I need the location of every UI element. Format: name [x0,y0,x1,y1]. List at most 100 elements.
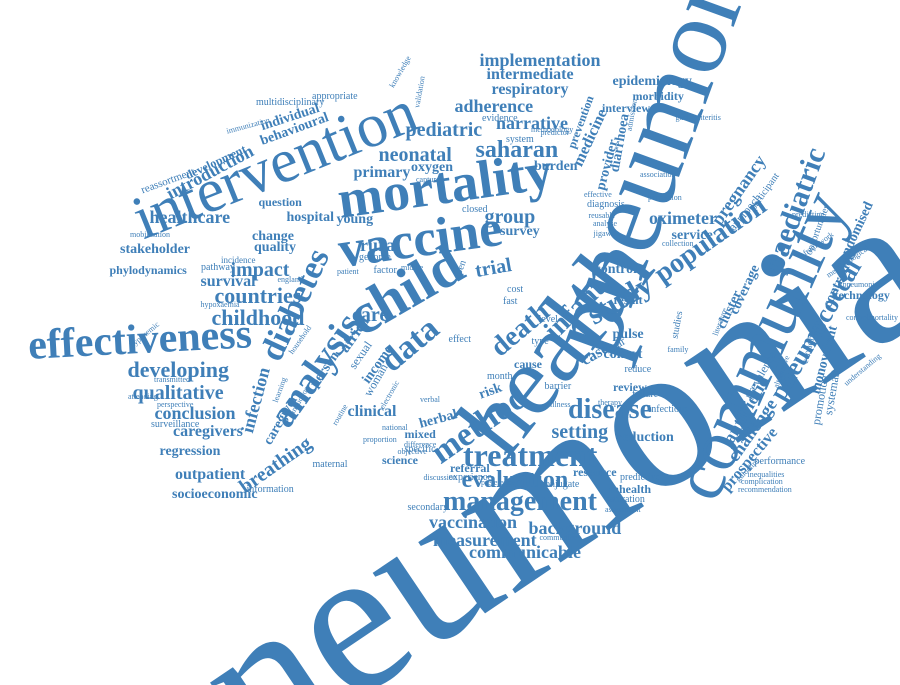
word-countries: countries [214,283,302,308]
word-change: change [252,229,294,244]
word-association: association [640,170,676,179]
word-controlmortality: controlmortality [846,313,898,322]
word-pediatric: pediatric [405,119,483,141]
word-treatment: treatment [463,437,598,473]
word-socioeconomic: socioeconomic [172,487,258,502]
word-neonatal: neonatal [378,144,452,166]
word-regression: regression [159,444,221,459]
word-month: month [487,371,513,382]
word-technology: technology [834,288,890,302]
word-control: control [594,262,638,277]
word-analyse: analyse [593,219,617,228]
word-communicable: communicable [469,542,581,562]
word-level: level [538,314,558,325]
word-implementation: implementation [479,50,601,70]
word-cause: cause [514,357,542,371]
word-effective: effective [584,190,612,199]
word-therapy: therapy [598,398,622,407]
word-perspective: perspective [157,400,194,409]
word-rural: rural [360,235,400,255]
word-disease: disease [568,394,652,425]
word-healthcare: healthcare [149,207,231,227]
word-validation: validation [412,75,427,109]
word-result: result [613,293,643,307]
word-cohort: cohort [603,347,643,362]
word-factor: factor [373,265,397,276]
word-respiratory: respiratory [491,81,569,98]
word-difference: difference [404,440,437,449]
word-appropriate: appropriate [312,91,358,102]
word-evidence: evidence [482,113,518,124]
word-epidemiology: epidemiology [612,74,692,89]
word-saturation: saturation [605,494,645,505]
word-reduce: reduce [624,364,652,375]
word-inequalities: inequalities [747,470,785,479]
word-predictive: predictive [620,472,660,483]
word-service: service [671,228,713,243]
word-conclusion: conclusion [154,403,236,423]
word-oxygen: oxygen [411,160,453,175]
word-system: system [506,134,534,145]
word-assessment: assessment [605,505,641,514]
word-review: review [613,380,647,394]
word-oximeter: oximeter [649,208,717,228]
word-mhealth: mhealth [609,482,651,496]
word-caregivers: caregivers [173,423,243,440]
word-cost: cost [507,284,524,295]
word-collection: collection [662,239,694,248]
word-performance: performance [754,456,806,467]
word-outpatient: outpatient [175,466,246,483]
word-quality: quality [254,240,297,255]
word-information: information [246,484,294,495]
word-failure: failure [632,389,659,400]
word-trial: trial [472,253,513,283]
word-maternal: maternal [312,459,348,470]
word-childhood: childhood [211,305,305,330]
word-discussion: discussion [423,473,457,482]
word-group: group [484,206,536,228]
word-vaccination: vaccination [429,512,517,532]
word-attending: attending [128,392,158,401]
word-predictor: predictor [540,128,570,137]
word-methodology: methodology [531,125,574,134]
word-jigawa: jigawa [593,229,615,238]
word-national: national [382,423,408,432]
word-stakeholder: stakeholder [120,242,190,257]
word-experience: experience [448,472,492,483]
word-burden: burden [534,159,578,174]
word-patient: patient [337,267,359,276]
word-objective: objective [397,447,427,456]
word-setting: setting [551,421,609,443]
word-survey: survey [500,224,540,239]
word-developing: developing [127,357,229,382]
word-perception: perception [648,193,682,202]
word-illness: illness [550,400,571,409]
word-qualitative: qualitative [132,382,224,404]
word-specific: specific [404,444,436,455]
word-phylodynamics: phylodynamics [109,263,187,277]
word-resource: resource [573,465,617,479]
word-referral: referral [450,461,490,475]
word-mobilisation: mobilisation [130,230,170,239]
word-routine: routine [329,402,349,427]
word-background: background [528,518,622,538]
word-reduction: reduction [616,430,674,445]
word-clinical: clinical [347,403,397,420]
word-transmitted: transmitted [154,375,190,384]
word-verbal: verbal [420,395,440,404]
word-question: question [258,195,302,209]
word-pulse: pulse [612,327,644,342]
word-multidisciplinary: multidisciplinary [256,97,325,108]
word-morbidity: morbidity [632,89,684,103]
word-pathway: pathway [201,262,235,273]
word-proportion: proportion [363,435,397,444]
word-fast: fast [503,296,518,307]
word-interview: interview [602,101,650,115]
word-preference: preference [481,478,515,487]
word-science: science [382,453,418,467]
word-primary: primary [353,164,411,181]
word-complication: complication [741,477,783,486]
word-secondary: secondary [407,502,449,513]
word-barrier: barrier [544,381,572,392]
